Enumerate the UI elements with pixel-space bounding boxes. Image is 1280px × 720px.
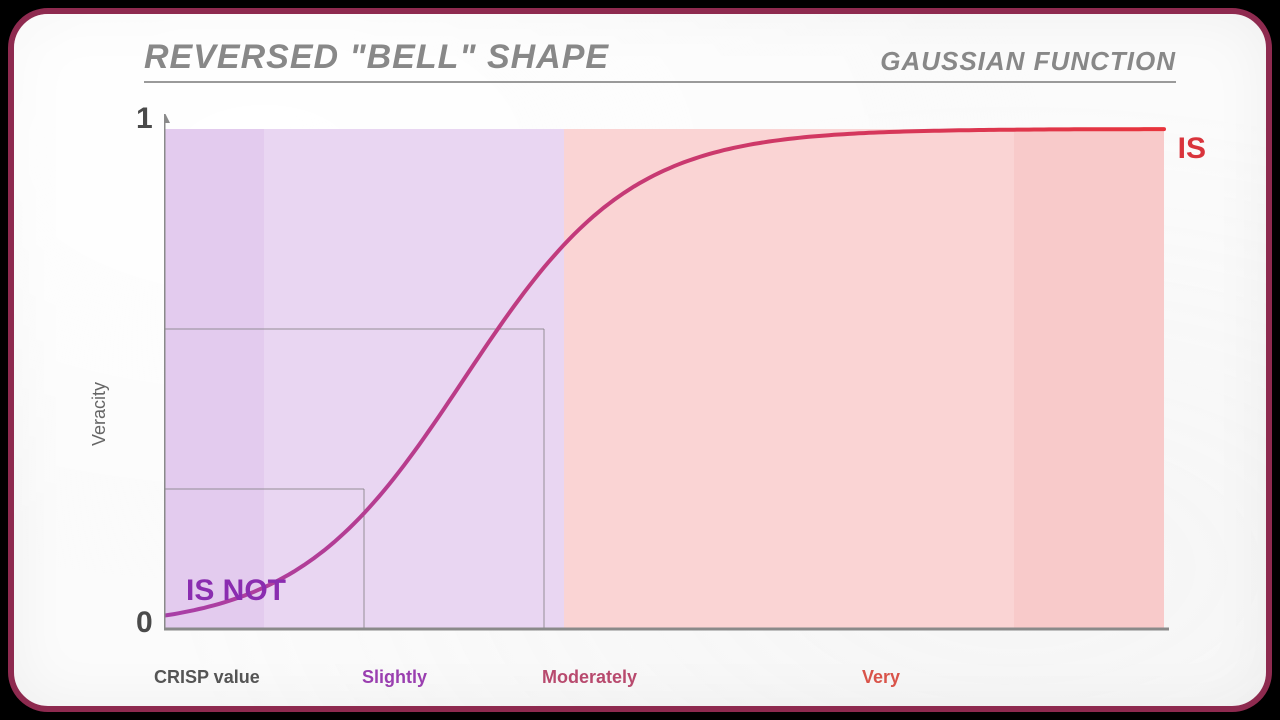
ytick-min: 0 — [136, 606, 153, 640]
info-card: REVERSED "BELL" SHAPE GAUSSIAN FUNCTION … — [8, 8, 1272, 712]
card-title: REVERSED "BELL" SHAPE — [144, 38, 609, 77]
x-axis-label: CRISP value — [154, 667, 260, 688]
region-label-moderately: Moderately — [542, 667, 637, 688]
card-subtitle: GAUSSIAN FUNCTION — [880, 46, 1176, 77]
region-label-very: Very — [862, 667, 900, 688]
header: REVERSED "BELL" SHAPE GAUSSIAN FUNCTION — [144, 38, 1176, 83]
region-label-slightly: Slightly — [362, 667, 427, 688]
ytick-max: 1 — [136, 102, 153, 136]
is-label: IS — [1178, 132, 1206, 166]
y-axis-label: Veracity — [89, 382, 110, 446]
isnot-label: IS NOT — [186, 574, 286, 608]
chart-svg — [164, 114, 1169, 644]
chart-area — [164, 114, 1169, 644]
